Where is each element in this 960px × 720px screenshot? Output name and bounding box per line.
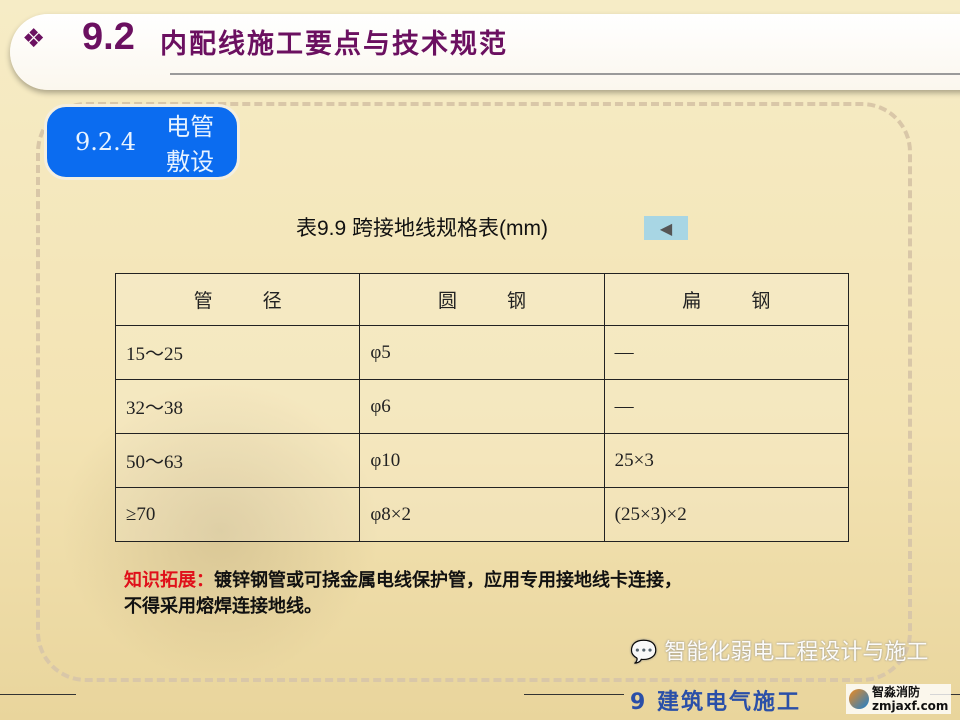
table-cell: 15～25	[114, 325, 361, 380]
logo-url: zmjaxf.com	[872, 699, 949, 713]
footer-line	[524, 694, 624, 695]
wechat-icon: 💬	[630, 640, 658, 665]
table-cell: φ10	[359, 433, 605, 488]
column-header: 圆 钢	[359, 273, 605, 326]
watermark-text: 智能化弱电工程设计与施工	[664, 640, 929, 665]
section-title: 电管敷设	[166, 113, 215, 176]
note-text-1: 镀锌钢管或可挠金属电线保护管，应用专用接地线卡连接，	[214, 570, 682, 591]
back-button[interactable]: ◀	[644, 216, 688, 240]
table-cell: 25×3	[603, 433, 850, 488]
logo-icon	[849, 689, 869, 709]
content-frame	[36, 102, 912, 682]
watermark: 💬 智能化弱电工程设计与施工	[630, 640, 928, 666]
section-number: 9.2.4	[75, 128, 137, 156]
footer-line	[0, 694, 76, 695]
section-heading: 9.2.4 电管敷设	[44, 104, 240, 180]
table-cell: ≥70	[114, 487, 361, 542]
table-cell: —	[603, 379, 850, 434]
table-cell: (25×3)×2	[603, 487, 850, 542]
title-bar	[10, 14, 960, 90]
spec-table: 管 径 圆 钢 扁 钢 15～25 φ5— 32～38 φ6— 50～63 φ10 25…	[114, 273, 850, 542]
footer-chapter: 9 建筑电气施工	[630, 690, 801, 715]
note-text-2: 不得采用熔焊连接地线。	[124, 596, 322, 617]
table-cell: 50～63	[114, 433, 361, 488]
table-row: 15～25 φ5—	[114, 325, 850, 380]
table-cell: 32～38	[114, 379, 361, 434]
table-row: ≥70 φ8×2 (25×3)×2	[114, 487, 850, 542]
table-header-row: 管 径 圆 钢 扁 钢	[114, 273, 850, 326]
page-title: 内配线施工要点与技术规范	[160, 29, 508, 60]
knowledge-note: 知识拓展：镀锌钢管或可挠金属电线保护管，应用专用接地线卡连接， 不得采用熔焊连接…	[124, 568, 682, 620]
back-triangle-icon: ◀	[659, 218, 673, 238]
chapter-number: 9.2	[82, 16, 135, 58]
brand-logo: 智淼消防 zmjaxf.com	[846, 684, 952, 714]
table-cell: φ8×2	[359, 487, 605, 542]
table-row: 50～63 φ10 25×3	[114, 433, 850, 488]
logo-name: 智淼消防	[872, 685, 921, 699]
diamond-bullet-icon: ❖	[22, 24, 46, 54]
note-label: 知识拓展：	[124, 570, 214, 591]
column-header: 扁 钢	[603, 273, 850, 326]
column-header: 管 径	[114, 273, 361, 326]
table-cell: φ6	[359, 379, 605, 434]
table-row: 32～38 φ6—	[114, 379, 850, 434]
table-caption: 表9.9 跨接地线规格表(mm)	[296, 217, 548, 240]
table-cell: —	[603, 325, 850, 380]
table-cell: φ5	[359, 325, 605, 380]
